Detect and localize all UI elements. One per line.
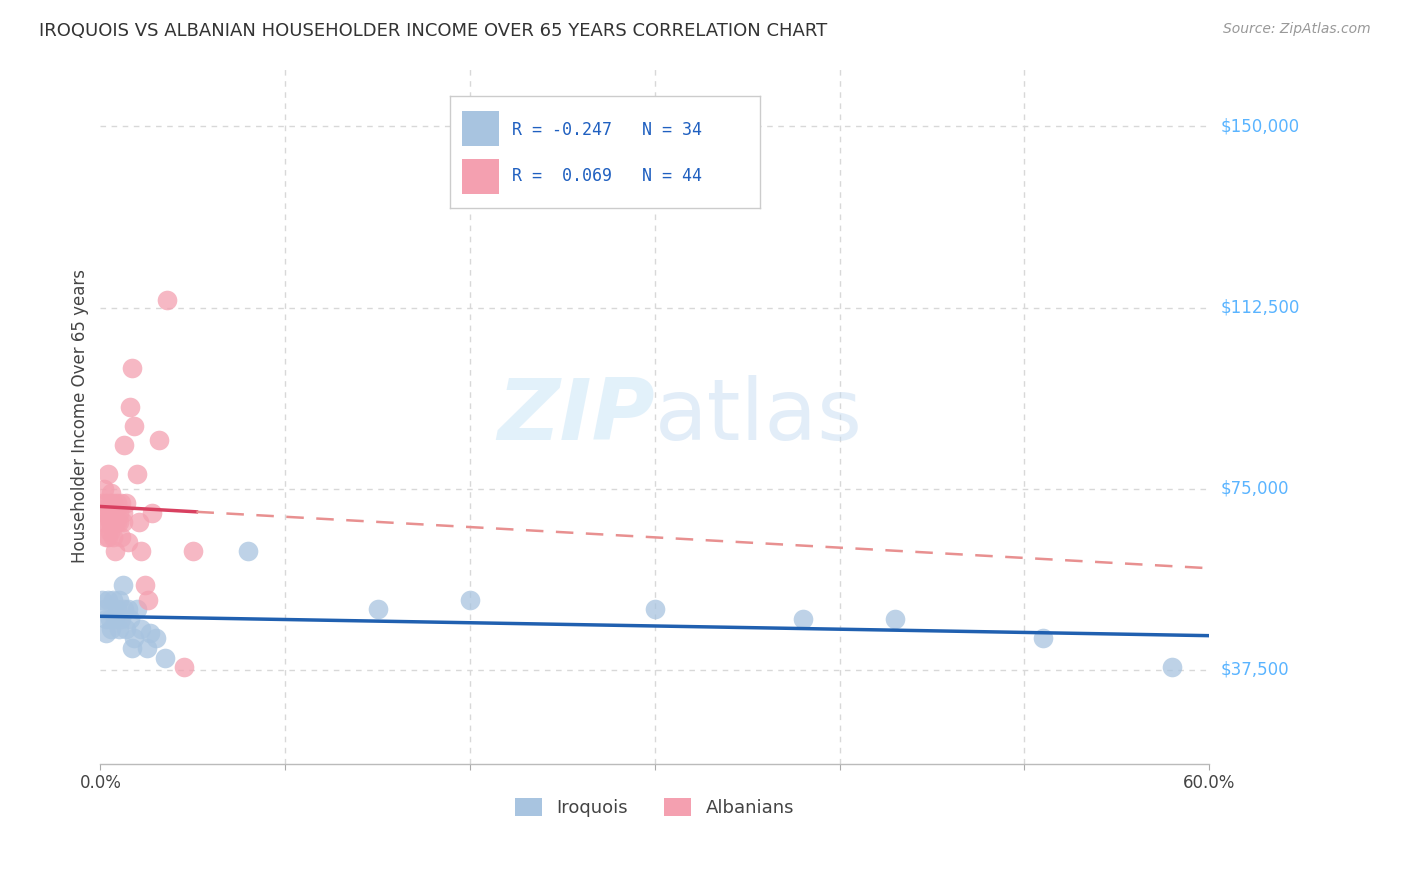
Point (108, 622, 131, 636)
Point (93, 602, 115, 616)
Point (173, 660, 195, 674)
Point (108, 506, 131, 520)
Point (115, 496, 138, 510)
Point (97, 506, 120, 520)
Point (153, 650, 176, 665)
Point (1161, 660, 1184, 674)
Point (110, 496, 132, 510)
Point (129, 544, 152, 558)
Point (122, 632, 145, 646)
Point (94, 626, 117, 640)
Point (367, 602, 389, 616)
Point (91, 496, 114, 510)
Point (1032, 632, 1054, 646)
Point (98, 524, 121, 539)
Text: atlas: atlas (655, 375, 863, 458)
Point (105, 602, 128, 616)
Point (104, 544, 127, 558)
Point (135, 640, 157, 655)
Point (108, 592, 131, 607)
Point (122, 418, 145, 433)
Point (145, 632, 167, 646)
Y-axis label: Householder Income Over 65 years: Householder Income Over 65 years (72, 269, 89, 563)
Point (104, 612, 127, 626)
Point (94, 530, 117, 544)
Point (112, 438, 135, 452)
Point (117, 534, 139, 549)
Point (111, 578, 134, 592)
Point (97, 530, 120, 544)
Point (118, 400, 141, 414)
Point (139, 626, 162, 640)
Point (121, 640, 143, 655)
Text: Source: ZipAtlas.com: Source: ZipAtlas.com (1223, 22, 1371, 37)
Point (181, 544, 204, 558)
Point (103, 496, 125, 510)
Point (103, 592, 125, 607)
Point (148, 434, 170, 448)
Point (127, 467, 149, 482)
Point (156, 293, 179, 308)
Point (91, 516, 114, 530)
Point (104, 516, 127, 530)
Point (100, 622, 122, 636)
Point (93, 506, 115, 520)
Text: $75,000: $75,000 (1220, 480, 1289, 498)
Point (108, 516, 131, 530)
Point (98, 496, 121, 510)
Point (105, 516, 128, 530)
Point (112, 602, 135, 616)
Point (458, 592, 481, 607)
Point (94, 516, 117, 530)
Text: IROQUOIS VS ALBANIAN HOUSEHOLDER INCOME OVER 65 YEARS CORRELATION CHART: IROQUOIS VS ALBANIAN HOUSEHOLDER INCOME … (39, 22, 828, 40)
Point (103, 506, 125, 520)
Point (884, 612, 907, 626)
Point (91, 592, 114, 607)
Point (129, 622, 152, 636)
Legend: Iroquois, Albanians: Iroquois, Albanians (508, 790, 801, 824)
Point (110, 530, 132, 544)
Text: ZIP: ZIP (498, 375, 655, 458)
Point (111, 516, 134, 530)
Point (100, 516, 122, 530)
Point (128, 516, 150, 530)
Point (94, 612, 117, 626)
Point (105, 496, 128, 510)
Text: $112,500: $112,500 (1220, 299, 1299, 317)
Point (118, 612, 141, 626)
Point (127, 602, 149, 616)
Point (94, 496, 117, 510)
Point (100, 486, 122, 500)
Point (792, 612, 814, 626)
Point (98, 612, 121, 626)
Point (97, 592, 120, 607)
Point (97, 467, 120, 482)
Point (644, 602, 666, 616)
Text: $150,000: $150,000 (1220, 118, 1299, 136)
Point (93, 482, 115, 496)
Point (138, 592, 160, 607)
Point (238, 544, 260, 558)
Point (141, 506, 163, 520)
Point (98, 516, 121, 530)
Point (103, 530, 125, 544)
Point (134, 578, 156, 592)
Text: $37,500: $37,500 (1220, 661, 1289, 679)
Point (121, 360, 143, 375)
Point (115, 622, 138, 636)
Point (111, 506, 134, 520)
Point (110, 612, 132, 626)
Point (117, 602, 139, 616)
